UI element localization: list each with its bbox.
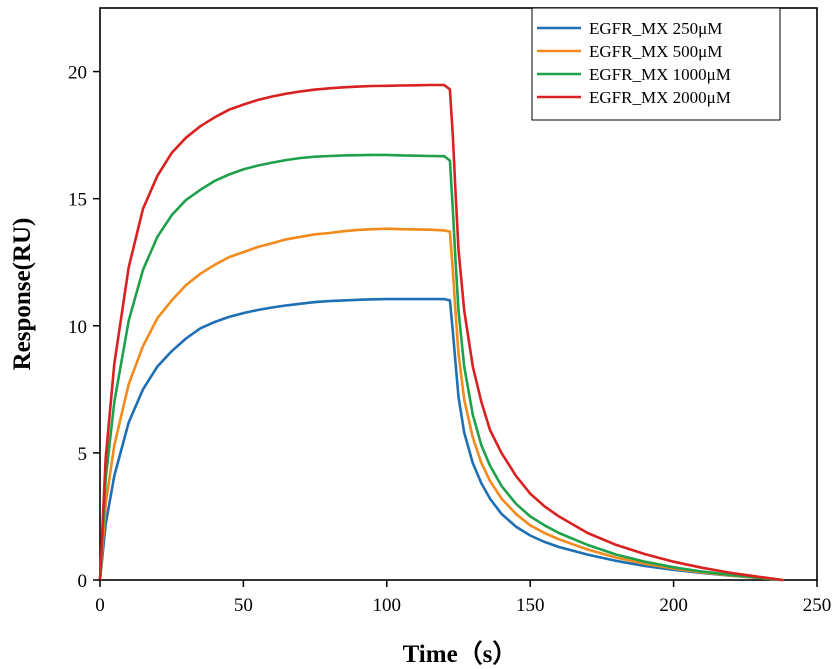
- y-tick-label: 10: [68, 317, 87, 338]
- series-line-2: [98, 227, 784, 582]
- series-line-1: [98, 297, 784, 582]
- y-tick-label: 5: [78, 444, 88, 465]
- x-axis-title: Time（s）: [403, 639, 518, 668]
- x-tick-label: 0: [95, 595, 105, 616]
- x-tick-label: 200: [659, 595, 688, 616]
- legend-label: EGFR_MX 250μM: [589, 19, 722, 38]
- y-tick-label: 15: [68, 190, 87, 211]
- y-tick-label: 0: [78, 571, 88, 592]
- series-layer: [98, 83, 784, 582]
- x-tick-label: 50: [234, 595, 253, 616]
- y-axis-title: Response(RU): [9, 218, 36, 371]
- legend-label: EGFR_MX 500μM: [589, 42, 722, 61]
- series-line-4: [98, 83, 784, 582]
- series-line-3: [98, 153, 784, 582]
- x-tick-label: 150: [516, 595, 545, 616]
- x-tick-label: 250: [803, 595, 832, 616]
- legend: EGFR_MX 250μM EGFR_MX 500μM EGFR_MX 1000μM…: [531, 7, 781, 121]
- plot-frame: [99, 7, 818, 581]
- legend-box: [531, 7, 781, 121]
- legend-label: EGFR_MX 2000μM: [589, 88, 731, 107]
- legend-label: EGFR_MX 1000μM: [589, 65, 731, 84]
- y-tick-label: 20: [68, 63, 87, 84]
- axis-layer: 0 50 100 150 200 250 0 5 10 15 20: [68, 63, 831, 616]
- x-tick-label: 100: [373, 595, 402, 616]
